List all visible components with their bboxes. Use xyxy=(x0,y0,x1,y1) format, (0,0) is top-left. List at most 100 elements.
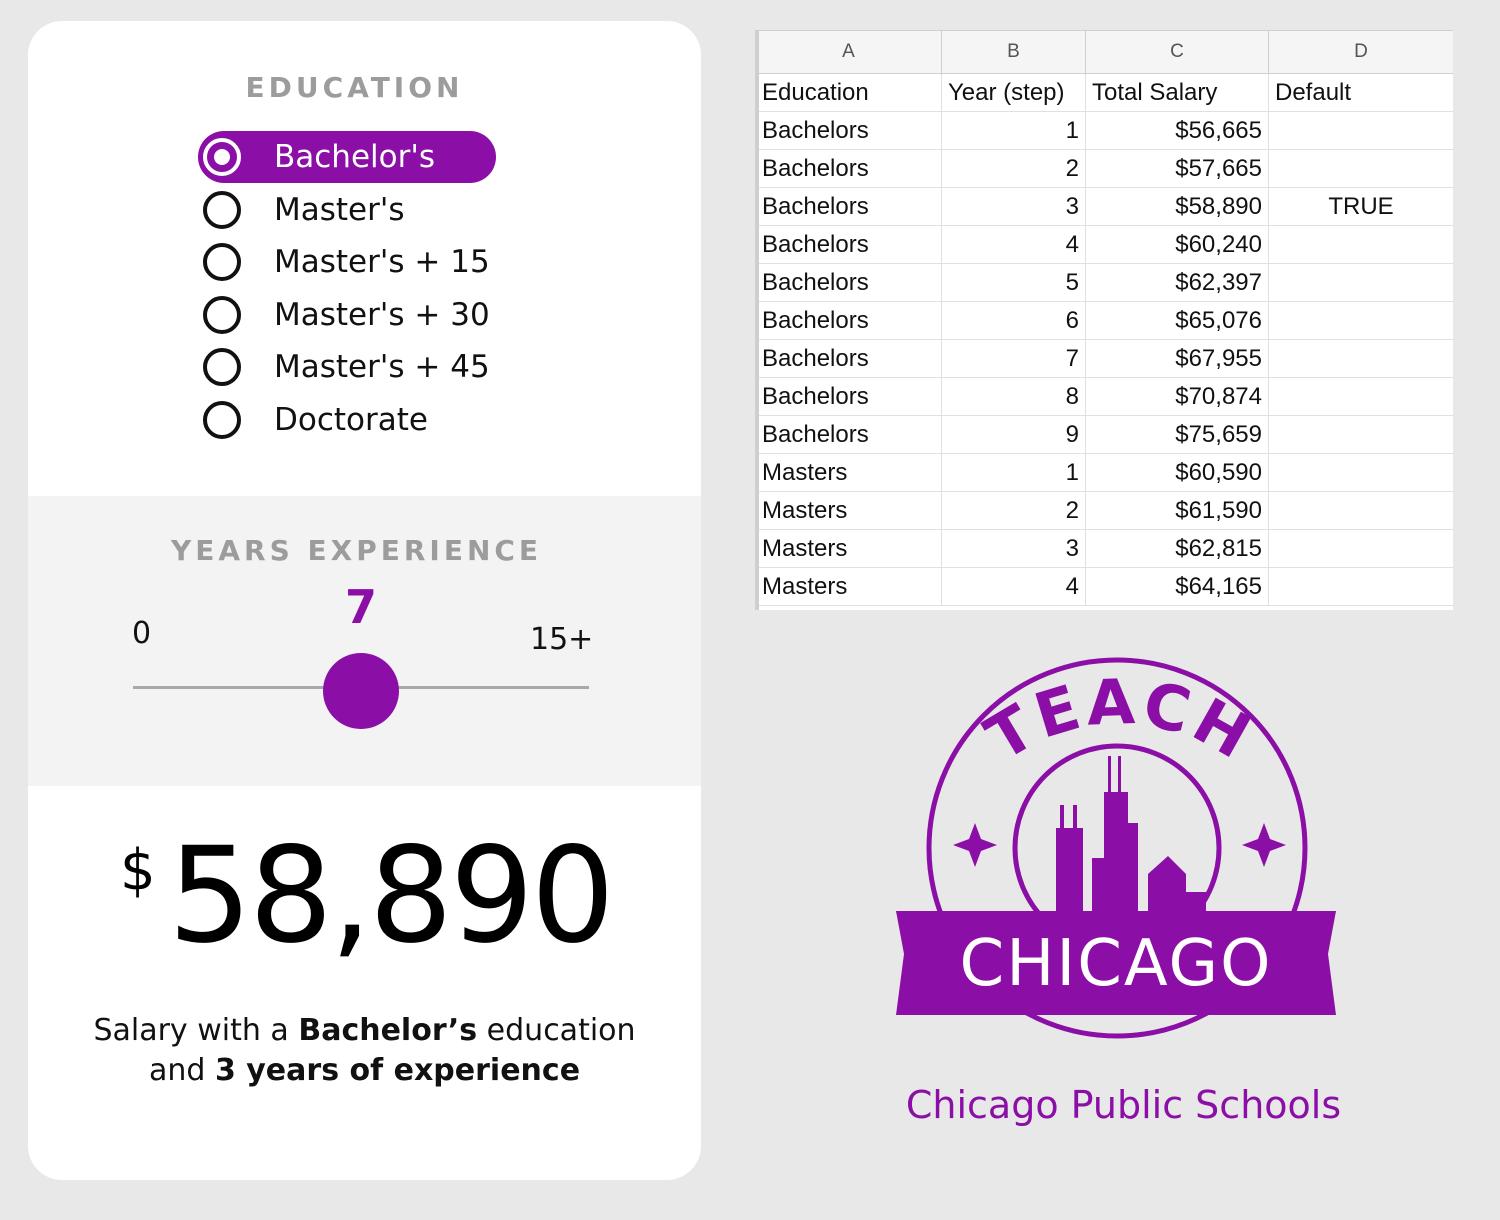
radio-selected-dot xyxy=(214,149,230,165)
table-row: Bachelors 2 $57,665 xyxy=(755,149,1453,188)
table-cell[interactable]: $56,665 xyxy=(1085,111,1269,150)
table-cell[interactable]: 8 xyxy=(941,377,1086,416)
table-cell[interactable]: $65,076 xyxy=(1085,301,1269,340)
education-option[interactable]: Master's + 45 xyxy=(198,341,496,393)
table-cell[interactable] xyxy=(1268,453,1453,492)
education-option[interactable]: Bachelor's xyxy=(198,131,496,183)
table-cell[interactable]: Bachelors xyxy=(755,339,942,378)
radio-button[interactable] xyxy=(203,138,241,176)
table-cell[interactable] xyxy=(1268,339,1453,378)
table-cell[interactable]: 1 xyxy=(941,111,1086,150)
education-option-label: Master's + 45 xyxy=(274,349,490,386)
star-icon-left xyxy=(953,823,997,867)
header-cell[interactable]: Total Salary xyxy=(1085,73,1269,112)
table-row: Bachelors 8 $70,874 xyxy=(755,377,1453,416)
table-cell[interactable] xyxy=(1268,529,1453,568)
table-cell[interactable]: $70,874 xyxy=(1085,377,1269,416)
salary-amount: 58,890 xyxy=(168,819,615,973)
table-cell[interactable] xyxy=(1268,149,1453,188)
table-cell[interactable] xyxy=(1268,491,1453,530)
table-cell[interactable]: 2 xyxy=(941,491,1086,530)
table-cell[interactable]: 9 xyxy=(941,415,1086,454)
logo-chicago-text: CHICAGO xyxy=(960,927,1273,1001)
table-cell[interactable]: Masters xyxy=(755,491,942,530)
education-radio-group: Bachelor's Master's Master's + 15 Master's … xyxy=(198,131,528,447)
table-cell[interactable]: $57,665 xyxy=(1085,149,1269,188)
table-cell[interactable]: Bachelors xyxy=(755,111,942,150)
radio-button[interactable] xyxy=(203,295,241,334)
table-cell[interactable]: Bachelors xyxy=(755,263,942,302)
table-cell[interactable]: 5 xyxy=(941,263,1086,302)
table-cell[interactable]: $64,165 xyxy=(1085,567,1269,606)
table-cell[interactable]: Bachelors xyxy=(755,225,942,264)
skyline-icon xyxy=(1056,756,1206,918)
radio-button[interactable] xyxy=(203,243,241,282)
table-cell[interactable]: 1 xyxy=(941,453,1086,492)
years-slider-thumb[interactable] xyxy=(323,653,399,729)
salary-calculator-card: EDUCATION Bachelor's Master's Master's + 1… xyxy=(28,21,701,1180)
table-cell[interactable]: $61,590 xyxy=(1085,491,1269,530)
caption-prefix: Salary with a xyxy=(93,1013,299,1048)
table-cell[interactable]: 3 xyxy=(941,187,1086,226)
column-letter[interactable]: D xyxy=(1268,30,1453,74)
table-cell[interactable] xyxy=(1268,415,1453,454)
table-cell[interactable]: 6 xyxy=(941,301,1086,340)
table-cell[interactable] xyxy=(1268,111,1453,150)
logo-caption: Chicago Public Schools xyxy=(905,1083,1342,1127)
table-row: Bachelors 7 $67,955 xyxy=(755,339,1453,378)
table-cell[interactable]: 4 xyxy=(941,225,1086,264)
table-cell[interactable] xyxy=(1268,567,1453,606)
table-cell[interactable]: 4 xyxy=(941,567,1086,606)
table-row: Masters 3 $62,815 xyxy=(755,529,1453,568)
table-cell[interactable]: $75,659 xyxy=(1085,415,1269,454)
teach-chicago-logo: TEACH CHICAGO xyxy=(896,657,1336,1039)
table-cell[interactable]: Bachelors xyxy=(755,415,942,454)
table-cell[interactable] xyxy=(1268,301,1453,340)
years-experience-heading: YEARS EXPERIENCE xyxy=(170,534,543,567)
table-cell[interactable]: $60,240 xyxy=(1085,225,1269,264)
table-row: Bachelors 3 $58,890 TRUE xyxy=(755,187,1453,226)
table-cell[interactable]: 3 xyxy=(941,529,1086,568)
table-cell[interactable]: $62,397 xyxy=(1085,263,1269,302)
table-row: Masters 2 $61,590 xyxy=(755,491,1453,530)
table-cell[interactable]: 7 xyxy=(941,339,1086,378)
education-option[interactable]: Master's + 30 xyxy=(198,289,496,341)
table-cell[interactable]: Bachelors xyxy=(755,187,942,226)
table-cell[interactable]: 2 xyxy=(941,149,1086,188)
table-cell[interactable]: $62,815 xyxy=(1085,529,1269,568)
education-option[interactable]: Doctorate xyxy=(198,394,496,446)
table-cell[interactable]: $60,590 xyxy=(1085,453,1269,492)
table-cell[interactable] xyxy=(1268,225,1453,264)
header-cell[interactable]: Default xyxy=(1268,73,1453,112)
table-cell[interactable]: Bachelors xyxy=(755,301,942,340)
header-cell[interactable]: Education xyxy=(755,73,942,112)
table-cell[interactable] xyxy=(1268,263,1453,302)
education-option-label: Master's + 15 xyxy=(274,244,490,281)
table-cell[interactable]: Bachelors xyxy=(755,149,942,188)
table-cell[interactable]: Masters xyxy=(755,453,942,492)
table-row: Bachelors 5 $62,397 xyxy=(755,263,1453,302)
radio-button[interactable] xyxy=(203,400,241,439)
header-cell[interactable]: Year (step) xyxy=(941,73,1086,112)
salary-caption: Salary with a Bachelor’s education and 3… xyxy=(28,1011,701,1091)
table-cell[interactable]: Masters xyxy=(755,529,942,568)
radio-button[interactable] xyxy=(203,348,241,387)
table-row: Bachelors 6 $65,076 xyxy=(755,301,1453,340)
column-letter[interactable]: B xyxy=(941,30,1086,74)
table-cell[interactable]: Masters xyxy=(755,567,942,606)
education-heading: EDUCATION xyxy=(245,71,464,104)
table-row: Bachelors 9 $75,659 xyxy=(755,415,1453,454)
table-header-row: Education Year (step) Total Salary Default xyxy=(755,73,1453,112)
table-cell[interactable]: Bachelors xyxy=(755,377,942,416)
slider-max-label: 15+ xyxy=(530,622,594,657)
table-cell[interactable]: $67,955 xyxy=(1085,339,1269,378)
column-letter[interactable]: C xyxy=(1085,30,1269,74)
education-option[interactable]: Master's + 15 xyxy=(198,236,496,288)
caption-years: 3 years of experience xyxy=(214,1053,581,1088)
table-cell[interactable]: TRUE xyxy=(1268,187,1453,226)
education-option[interactable]: Master's xyxy=(198,184,496,236)
radio-button[interactable] xyxy=(203,190,241,229)
table-cell[interactable]: $58,890 xyxy=(1085,187,1269,226)
table-cell[interactable] xyxy=(1268,377,1453,416)
column-letter[interactable]: A xyxy=(755,30,942,74)
